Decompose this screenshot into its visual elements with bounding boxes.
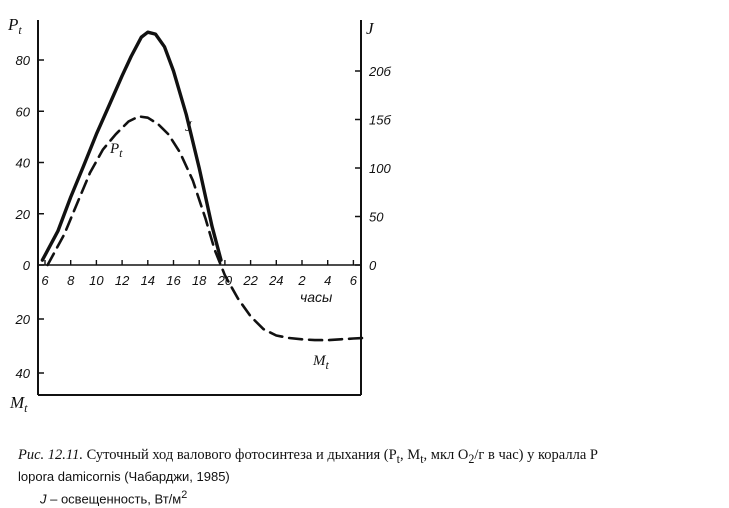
caption-line-1: Рис. 12.11. Суточный ход валового фотоси… (18, 446, 723, 468)
left-axis-top-label: Pt (7, 15, 22, 37)
x-tick-label: 14 (141, 273, 155, 288)
figure-caption: Рис. 12.11. Суточный ход валового фотоси… (18, 446, 723, 508)
caption-text-b: , M (400, 447, 421, 463)
left-tick-label-neg: 20 (15, 312, 31, 327)
left-axis-bottom-label: Mt (9, 393, 28, 415)
x-tick-label: 6 (41, 273, 49, 288)
chart: 0 20 40 60 80 20 40 0 50 100 15б 20б 6 8 10 12 14 16 18 20 2… (7, 15, 392, 415)
series-label-j: J (185, 119, 193, 135)
x-tick-label: 10 (89, 273, 104, 288)
chart-ticks: 0 20 40 60 80 20 40 0 50 100 15б 20б 6 8 10 12 14 16 18 20 2… (15, 53, 392, 381)
caption-line-2: lopora damicornis (Чабарджи, 1985) (18, 468, 230, 484)
series-line-j (40, 30, 223, 262)
caption-text-e: – освещенность, Вт/м (46, 491, 182, 507)
x-tick-label: 20 (217, 273, 233, 288)
right-tick-label: 15б (369, 113, 391, 128)
chart-series (40, 30, 365, 342)
left-tick-label: 60 (16, 104, 31, 119)
caption-sup-2: 2 (181, 488, 188, 501)
x-tick-label: 4 (324, 273, 331, 288)
x-tick-label: 24 (268, 273, 283, 288)
caption-text-a: Суточный ход валового фотосинтеза и дыха… (82, 447, 397, 463)
right-tick-label: 0 (369, 258, 377, 273)
x-tick-label: 18 (192, 273, 207, 288)
caption-sub-o2: 2 (468, 451, 475, 466)
caption-figure-number: Рис. 12.11. (18, 447, 83, 463)
caption-text-d: /г в час) у коралла P (474, 447, 598, 463)
x-tick-label: 22 (242, 273, 258, 288)
series-line-pt (46, 115, 365, 342)
caption-sub-pt: t (396, 451, 401, 466)
x-tick-label: 6 (350, 273, 358, 288)
x-tick-label: 8 (67, 273, 75, 288)
chart-axes (37, 20, 362, 396)
right-tick-label: 20б (368, 64, 391, 79)
series-label-pt: Pt (109, 141, 123, 160)
x-tick-label: 2 (297, 273, 306, 288)
series-label-mt: Mt (312, 353, 330, 372)
caption-text-c: , мкл O (423, 447, 469, 463)
caption-line-3: J – освещенность, Вт/м2 (18, 486, 723, 508)
left-tick-label: 20 (15, 207, 31, 222)
x-tick-label: 16 (166, 273, 181, 288)
right-tick-label: 100 (369, 161, 391, 176)
right-tick-label: 50 (369, 210, 384, 225)
left-tick-label: 40 (16, 156, 31, 171)
left-tick-label: 0 (23, 258, 31, 273)
right-axis-label: J (366, 19, 375, 38)
left-tick-label: 80 (16, 53, 31, 68)
caption-symbol-j: J (40, 491, 47, 507)
x-axis-label: часы (300, 289, 333, 305)
x-tick-label: 12 (115, 273, 130, 288)
left-tick-label-neg: 40 (16, 366, 31, 381)
caption-sub-mt: t (420, 451, 424, 466)
